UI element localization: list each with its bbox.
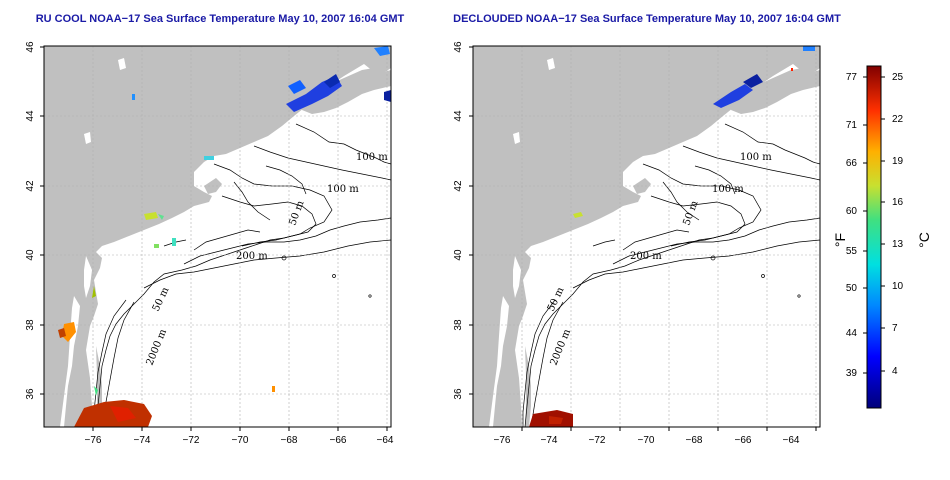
panel-title: RU COOL NOAA−17 Sea Surface Temperature … [36, 13, 405, 25]
colorbar-f-tick: 39 [846, 368, 858, 379]
x-tick: −70 [638, 435, 655, 446]
x-tick: −64 [377, 435, 394, 446]
x-tick: −72 [589, 435, 606, 446]
x-tick: −66 [330, 435, 347, 446]
y-tick: 36 [25, 388, 36, 400]
colorbar: 77 71 66 60 55 50 44 39 25 22 19 16 13 1… [832, 65, 932, 409]
colorbar-f-tick: 50 [846, 283, 858, 294]
x-tick: −68 [281, 435, 298, 446]
colorbar-f-tick: 77 [846, 72, 858, 83]
contour-label: 100 m [712, 184, 744, 195]
contour-label: 100 m [327, 184, 359, 195]
x-tick: −72 [183, 435, 200, 446]
y-tick: 36 [453, 388, 464, 400]
colorbar-c-label: °C [916, 232, 932, 248]
colorbar-f-tick: 71 [846, 120, 858, 131]
y-tick: 42 [25, 180, 36, 192]
colorbar-f-label: °F [832, 233, 848, 247]
y-tick: 42 [453, 180, 464, 192]
y-tick: 44 [25, 110, 36, 122]
colorbar-c-tick: 19 [892, 156, 904, 167]
y-tick: 46 [25, 41, 36, 53]
sst-patches [529, 46, 815, 427]
panel-title: DECLOUDED NOAA−17 Sea Surface Temperatur… [453, 13, 841, 25]
colorbar-c-tick: 22 [892, 114, 904, 125]
y-tick: 46 [453, 41, 464, 53]
contour-label: 100 m [740, 152, 772, 163]
x-tick: −74 [134, 435, 151, 446]
y-tick: 38 [25, 319, 36, 331]
colorbar-c-tick: 25 [892, 72, 904, 83]
panel-raw: RU COOL NOAA−17 Sea Surface Temperature … [25, 13, 405, 446]
y-tick: 44 [453, 110, 464, 122]
x-tick: −76 [85, 435, 102, 446]
colorbar-f-tick: 55 [846, 246, 858, 257]
x-tick: −68 [686, 435, 703, 446]
colorbar-f-tick: 44 [846, 328, 858, 339]
y-tick: 40 [25, 249, 36, 261]
x-tick: −76 [494, 435, 511, 446]
colorbar-c-tick: 16 [892, 197, 904, 208]
y-tick: 40 [453, 249, 464, 261]
contour-label: 200 m [630, 251, 662, 262]
x-tick: −64 [783, 435, 800, 446]
colorbar-gradient [866, 65, 882, 409]
colorbar-c-tick: 7 [892, 323, 898, 334]
y-tick: 38 [453, 319, 464, 331]
colorbar-c-tick: 13 [892, 239, 904, 250]
colorbar-f-tick: 66 [846, 158, 858, 169]
colorbar-f-tick: 60 [846, 206, 858, 217]
x-tick: −74 [541, 435, 558, 446]
colorbar-c-tick: 10 [892, 281, 904, 292]
panel-declouded: DECLOUDED NOAA−17 Sea Surface Temperatur… [453, 13, 841, 446]
colorbar-c-tick: 4 [892, 366, 898, 377]
sst-patches [58, 46, 391, 427]
contour-label: 100 m [356, 152, 388, 163]
x-tick: −70 [232, 435, 249, 446]
contour-label: 200 m [236, 251, 268, 262]
x-tick: −66 [735, 435, 752, 446]
